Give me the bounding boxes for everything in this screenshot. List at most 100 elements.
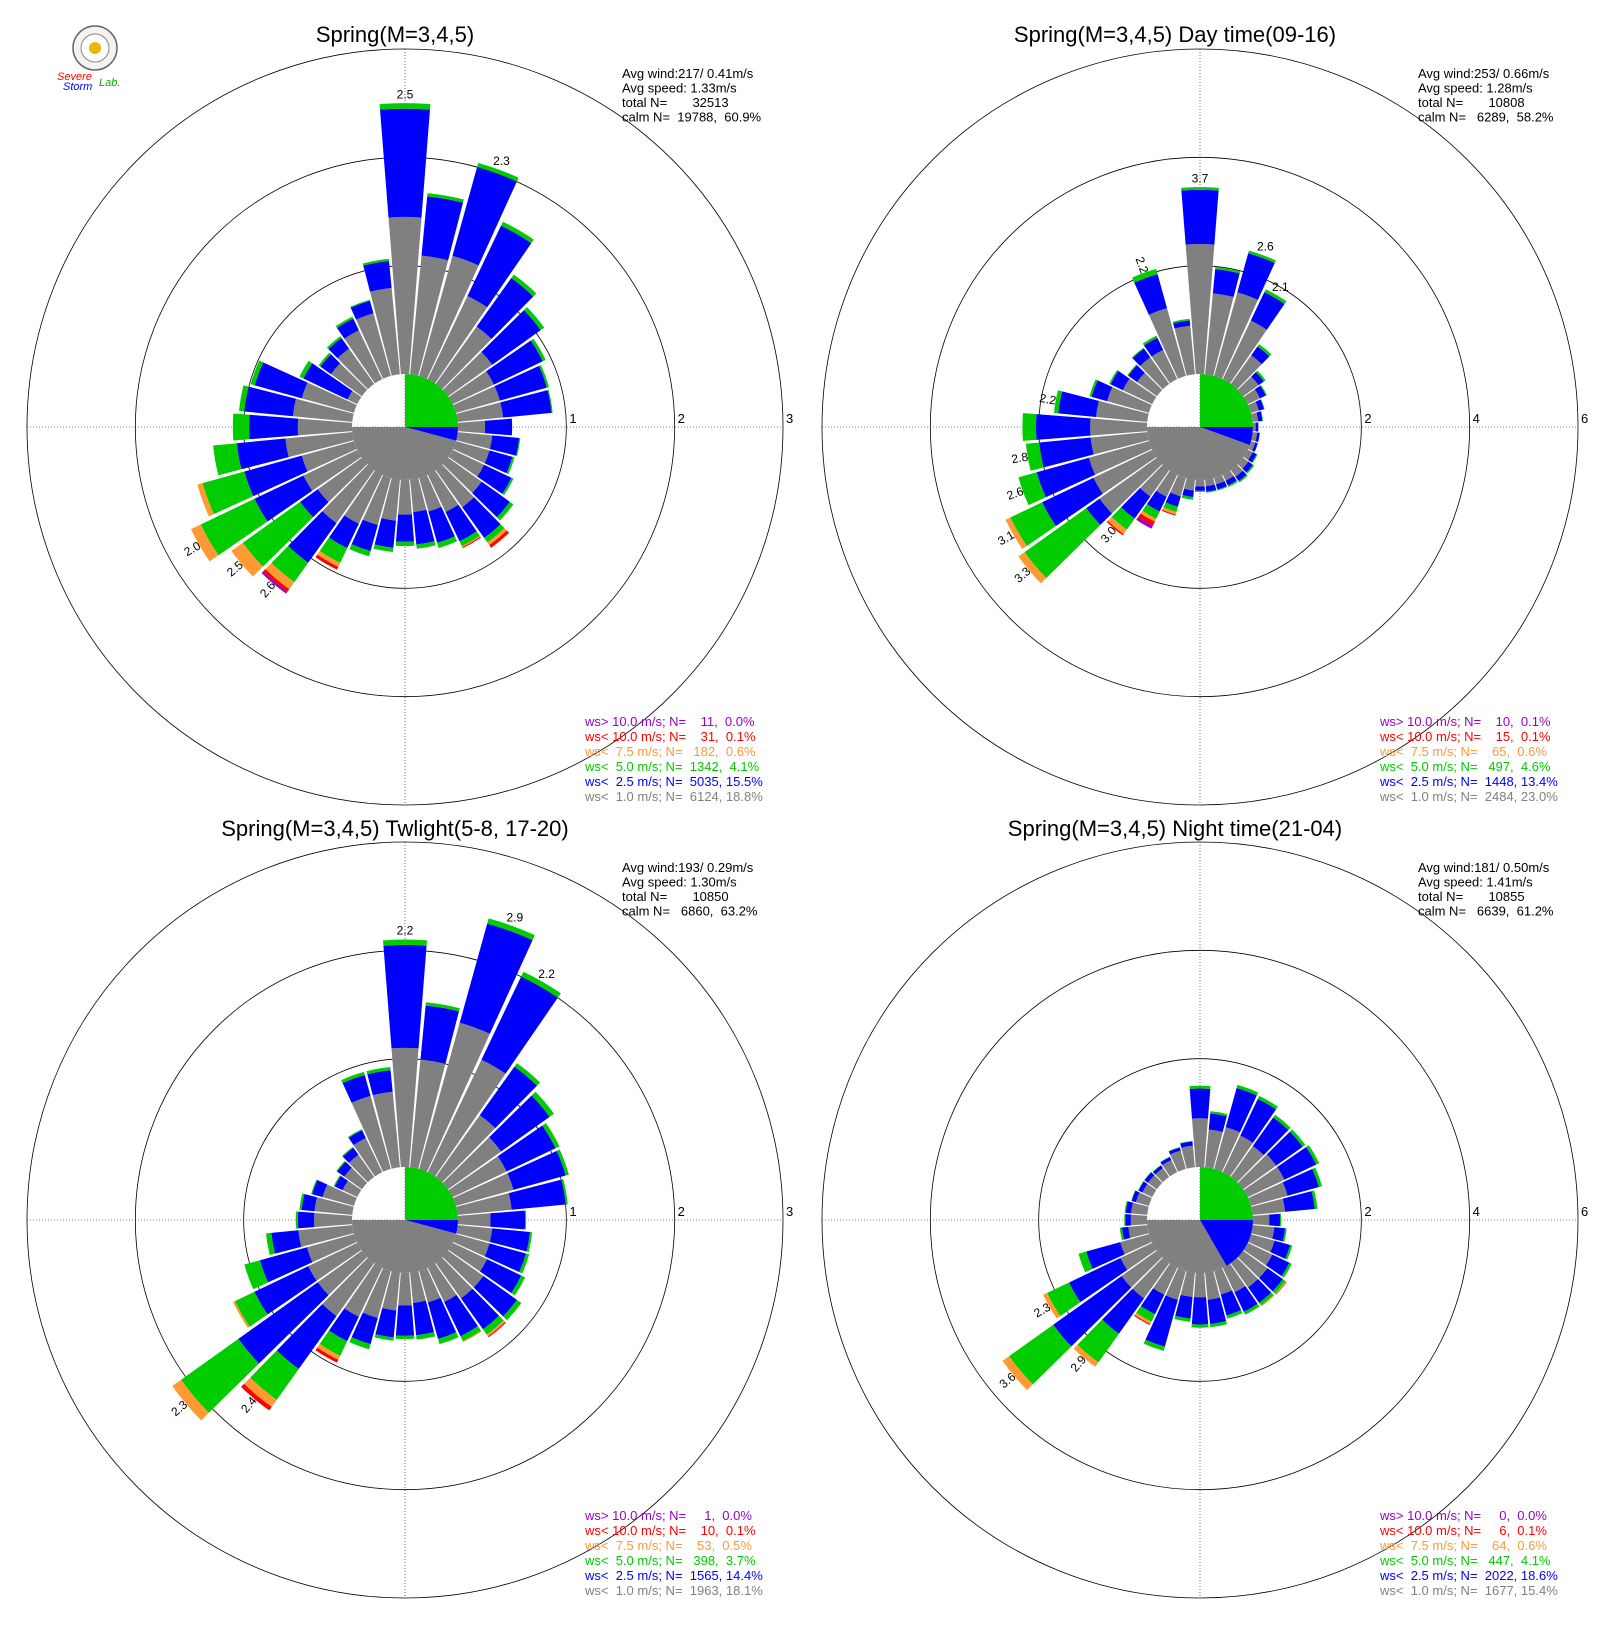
wind-bar-segment (1205, 478, 1215, 487)
wind-bar-segment (410, 1271, 426, 1303)
wind-bar-40 (435, 1063, 541, 1183)
wind-bar-280 (1053, 390, 1149, 422)
wind-bar-segment (452, 167, 517, 266)
wind-bar-0 (1189, 1085, 1211, 1168)
legend-entry: ws< 5.0 m/s; N= 398, 3.7% (584, 1553, 756, 1568)
wind-bar-110 (1248, 441, 1258, 452)
wind-bar-segment (249, 414, 299, 440)
wind-bar-segment (315, 554, 339, 570)
wind-bar-70 (453, 1149, 569, 1206)
stat-line: calm N= 6639, 61.2% (1418, 904, 1554, 919)
wind-bar-segment (1282, 1168, 1319, 1196)
wind-bar-220 (261, 464, 375, 594)
wind-bar-segment (506, 456, 515, 475)
lab-logo: Severe Storm Lab. (57, 25, 120, 93)
wind-bar-segment (459, 531, 480, 547)
wind-bar-segment (1170, 1150, 1186, 1172)
ring-label: 3 (786, 1204, 793, 1219)
wind-bar-10 (1205, 1111, 1228, 1169)
wind-bar-segment (349, 1337, 371, 1350)
wind-bar-segment (1107, 387, 1152, 413)
wind-bar-90 (457, 418, 513, 436)
wind-bar-segment (241, 1383, 272, 1411)
wind-bar-310 (1144, 1171, 1163, 1190)
bar-label: 2.2 (397, 924, 414, 938)
wind-bar-10 (410, 1002, 460, 1169)
wind-bar-segment (1237, 1154, 1277, 1190)
wind-bar-segment (1132, 1257, 1170, 1299)
wind-bar-segment (398, 1272, 412, 1306)
wind-bar-segment (519, 1253, 530, 1274)
wind-bar-segment (1035, 414, 1091, 440)
wind-bar-segment (487, 918, 535, 941)
wind-bar-segment (1146, 490, 1167, 512)
wind-bar-350 (1180, 1140, 1195, 1169)
wind-bar-segment (503, 1299, 522, 1321)
wind-bar-270 (1124, 1214, 1148, 1226)
wind-bar-80 (456, 389, 553, 422)
wind-bar-segment (484, 1243, 527, 1273)
wind-bar-segment (395, 514, 415, 542)
wind-bar-segment (1152, 1165, 1163, 1175)
wind-bar-270 (1022, 413, 1148, 441)
wind-bar-segment (1025, 442, 1044, 471)
wind-bar-segment (1237, 376, 1259, 397)
wind-bar-segment (1246, 464, 1255, 474)
wind-bar-segment (1279, 1213, 1282, 1227)
wind-bar-segment (1251, 372, 1264, 386)
wind-bar-segment (1212, 269, 1240, 298)
wind-bar-segment (435, 1115, 496, 1183)
legend-entry: ws< 10.0 m/s; N= 15, 0.1% (1379, 729, 1551, 744)
legend-entry: ws> 10.0 m/s; N= 11, 0.0% (584, 714, 755, 729)
wind-bar-240 (1043, 1242, 1157, 1319)
wind-bar-segment (1210, 1321, 1227, 1328)
wind-bar-segment (1243, 449, 1253, 461)
wind-bar-segment (244, 1260, 269, 1290)
wind-bar-segment (435, 326, 492, 390)
wind-bar-segment (259, 1247, 313, 1283)
wind-bar-segment (1275, 1281, 1287, 1295)
wind-bar-segment (1124, 1214, 1126, 1226)
wind-bar-segment (484, 418, 513, 436)
wind-bar-segment (1230, 1145, 1264, 1183)
panel-title: Spring(M=3,4,5) Day time(09-16) (1014, 22, 1336, 47)
wind-bar-segment (265, 562, 295, 590)
wind-bar-segment (1192, 1118, 1208, 1168)
wind-bar-segment (524, 1210, 527, 1230)
wind-bar-segment (556, 1149, 569, 1176)
wind-bar-segment (428, 506, 455, 543)
wind-bar-segment (1252, 422, 1256, 432)
legend-entry: ws< 7.5 m/s; N= 65, 0.6% (1379, 744, 1547, 759)
wind-bar-segment (350, 300, 374, 320)
wind-bar-segment (1140, 1288, 1165, 1315)
wind-bar-segment (1248, 441, 1256, 451)
wind-bar-segment (190, 524, 219, 562)
wind-bar-segment (1134, 1312, 1152, 1325)
wind-bar-segment (442, 1250, 484, 1288)
ring-label: 1 (569, 1204, 576, 1219)
wind-bar-segment (1110, 370, 1130, 391)
wind-bar-segment (1090, 418, 1148, 436)
wind-bar-segment (1181, 1145, 1195, 1169)
wind-bar-segment (303, 363, 353, 400)
wind-bar-segment (484, 450, 513, 474)
wind-bar-segment (348, 1154, 375, 1183)
calm-pie-slice (405, 1167, 458, 1220)
wind-bar-segment (1168, 1147, 1180, 1152)
wind-bar-segment (448, 1242, 488, 1272)
wind-bar-segment (1222, 1263, 1246, 1293)
wind-bar-230 (1018, 457, 1163, 584)
wind-bar-segment (1251, 346, 1270, 365)
wind-bar-segment (322, 1257, 375, 1317)
wind-bar-segment (1194, 490, 1206, 492)
wind-bar-segment (500, 390, 552, 418)
legend-entry: ws> 10.0 m/s; N= 0, 0.0% (1379, 1508, 1547, 1523)
wind-bar-segment (1180, 1271, 1195, 1298)
wind-bar-segment (342, 1180, 362, 1198)
wind-bar-segment (442, 351, 493, 397)
wind-bar-segment (442, 457, 482, 494)
wind-bar-segment (1259, 1292, 1274, 1306)
calm-pie-slice (1147, 1220, 1227, 1274)
wind-bar-segment (1311, 1190, 1318, 1209)
